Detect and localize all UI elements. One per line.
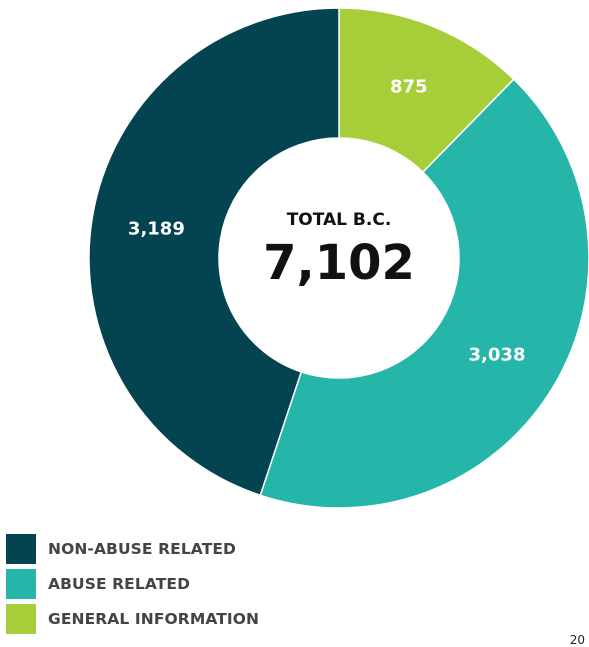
legend-item-abuse-related: ABUSE RELATED <box>6 566 406 601</box>
center-total: 7,102 <box>263 235 415 291</box>
legend-swatch <box>6 568 36 599</box>
donut-chart: 875 3,038 3,189 TOTAL B.C. 7,102 <box>88 7 589 509</box>
legend-label: ABUSE RELATED <box>48 574 191 593</box>
donut-slice-non-abuse-related <box>88 7 340 497</box>
center-label: TOTAL B.C. <box>287 210 392 230</box>
legend-item-general-information: GENERAL INFORMATION <box>6 601 406 636</box>
slice-value-label: 3,189 <box>128 219 185 240</box>
slice-value-label: 3,038 <box>469 344 526 365</box>
legend-swatch <box>6 533 36 564</box>
legend: NON-ABUSE RELATED ABUSE RELATED GENERAL … <box>6 531 406 636</box>
legend-item-non-abuse-related: NON-ABUSE RELATED <box>6 531 406 566</box>
legend-label: GENERAL INFORMATION <box>48 609 260 628</box>
donut-slice-labels: 875 3,038 3,189 <box>128 77 526 366</box>
slice-value-label: 875 <box>390 77 428 98</box>
legend-swatch <box>6 603 36 634</box>
legend-label: NON-ABUSE RELATED <box>48 539 237 558</box>
page-number: 20 <box>569 633 585 647</box>
donut-slices <box>88 7 589 509</box>
